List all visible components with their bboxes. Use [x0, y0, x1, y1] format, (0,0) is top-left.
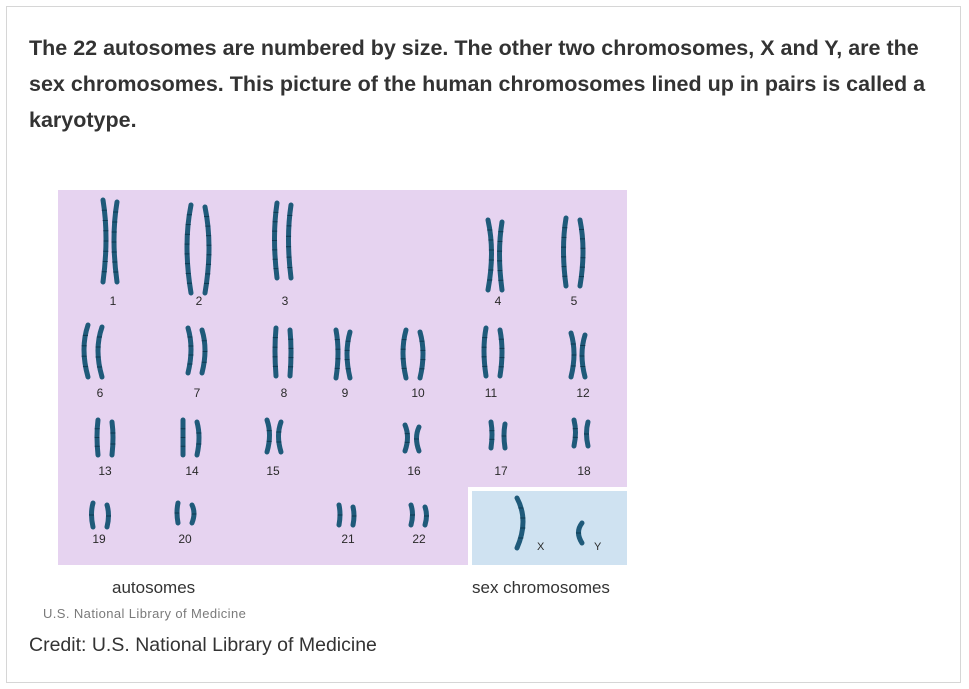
x-chromosome — [514, 495, 526, 551]
chromosome-label-19: 19 — [92, 532, 106, 546]
chromosome-4-b — [497, 219, 505, 293]
chromosome-label-17: 17 — [494, 464, 508, 478]
chromosome-3-a — [272, 200, 280, 281]
chromosome-6-a — [81, 322, 91, 380]
chromosome-label-8: 8 — [280, 386, 288, 400]
chromosome-13-a — [94, 417, 101, 458]
sex-chromosomes-caption: sex chromosomes — [472, 578, 610, 597]
x-chromosome-label: X — [537, 541, 545, 553]
autosomes-caption: autosomes — [112, 578, 196, 597]
chromosome-16-b — [414, 424, 422, 454]
chromosome-label-18: 18 — [577, 464, 591, 478]
chromosome-label-1: 1 — [109, 294, 117, 308]
chromosome-label-3: 3 — [281, 294, 289, 308]
chromosome-15-a — [264, 417, 272, 455]
chromosome-label-5: 5 — [570, 294, 578, 308]
chromosome-label-4: 4 — [494, 294, 502, 308]
chromosome-10-b — [417, 329, 426, 381]
chromosome-1-b — [111, 199, 120, 285]
chromosome-5-a — [561, 215, 569, 289]
chromosome-1-a — [100, 197, 109, 285]
chromosome-16-a — [402, 422, 410, 454]
sex-chromosomes-panel — [472, 491, 627, 565]
chromosome-6-b — [95, 324, 105, 380]
chromosome-11-a — [481, 325, 489, 379]
chromosome-11-b — [497, 327, 505, 379]
chromosome-19-a — [89, 500, 96, 530]
chromosome-label-20: 20 — [178, 532, 192, 546]
chromosome-13-b — [109, 419, 116, 458]
chromosome-label-21: 21 — [341, 532, 355, 546]
chromosome-5-b — [577, 217, 586, 289]
chromosome-15-b — [276, 419, 284, 455]
chromosome-label-10: 10 — [411, 386, 425, 400]
chromosome-19-b — [104, 502, 111, 530]
chromosome-7-a — [185, 325, 194, 376]
chromosome-label-12: 12 — [576, 386, 590, 400]
chromosome-label-7: 7 — [193, 386, 201, 400]
chromosome-7-b — [199, 327, 208, 376]
chromosome-12-a — [568, 330, 577, 380]
chromosome-label-13: 13 — [98, 464, 112, 478]
chromosome-label-9: 9 — [341, 386, 349, 400]
chromosome-10-a — [400, 327, 409, 381]
chromosome-9-a — [333, 327, 341, 381]
chromosome-8-b — [287, 327, 294, 379]
chromosome-label-6: 6 — [96, 386, 104, 400]
chromosome-8-a — [272, 325, 279, 379]
chromosome-18-b — [584, 419, 591, 449]
figure-watermark: U.S. National Library of Medicine — [43, 606, 247, 621]
chromosome-4-a — [485, 217, 494, 293]
chromosome-9-b — [344, 329, 353, 381]
chromosome-3-b — [286, 202, 294, 281]
intro-paragraph: The 22 autosomes are numbered by size. T… — [29, 36, 926, 132]
chromosome-14-b — [194, 419, 202, 458]
chromosome-label-11: 11 — [484, 386, 498, 400]
chromosome-17-a — [488, 419, 495, 451]
chromosome-label-16: 16 — [407, 464, 421, 478]
chromosome-label-14: 14 — [185, 464, 199, 478]
image-credit: Credit: U.S. National Library of Medicin… — [29, 634, 377, 656]
y-chromosome-label: Y — [594, 541, 602, 553]
autosomes-panel — [58, 190, 627, 565]
chromosome-label-15: 15 — [266, 464, 280, 478]
chromosome-12-b — [579, 332, 588, 380]
chromosome-18-a — [571, 417, 578, 449]
chromosome-label-2: 2 — [195, 294, 203, 308]
chromosome-label-22: 22 — [412, 532, 426, 546]
chromosome-17-b — [501, 421, 508, 451]
